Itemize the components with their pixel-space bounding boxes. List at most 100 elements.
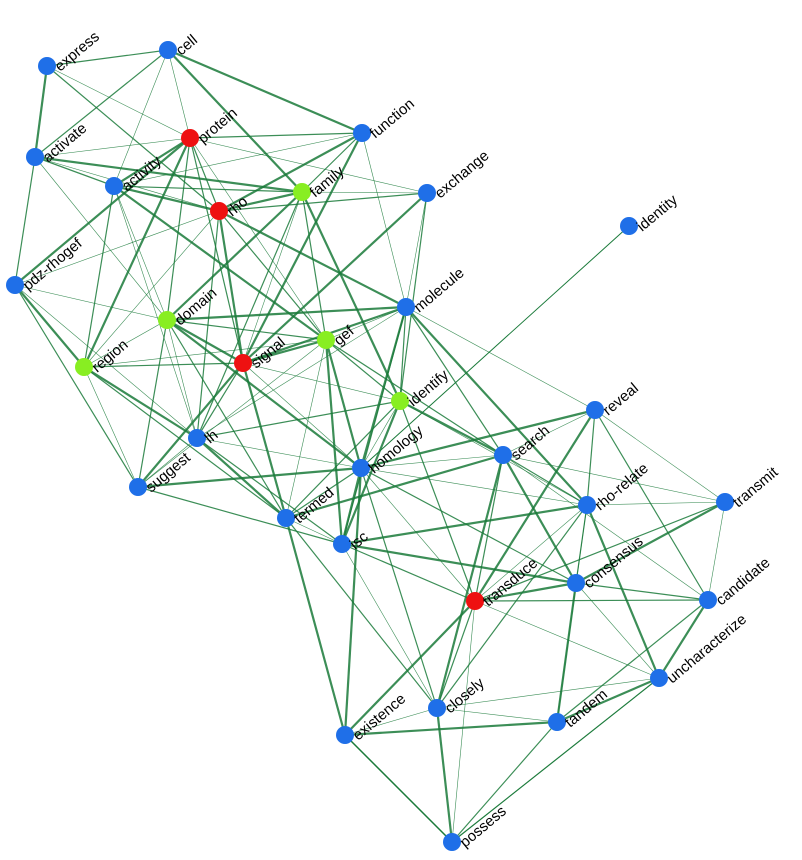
edge [285, 453, 504, 520]
edge [344, 600, 476, 736]
edge [502, 454, 588, 506]
edge [399, 192, 428, 402]
node-label: protein [195, 105, 241, 148]
node [105, 177, 123, 195]
edge [137, 339, 327, 488]
edge [137, 319, 168, 488]
edge [502, 409, 596, 456]
edge [435, 707, 454, 843]
edge [436, 677, 660, 709]
edge [324, 339, 344, 545]
edge [451, 677, 660, 843]
edge [196, 437, 287, 519]
edge [360, 467, 588, 506]
node [548, 713, 566, 731]
edge [344, 734, 453, 843]
edge [594, 409, 726, 503]
edge [285, 517, 343, 545]
edge [137, 437, 198, 488]
edge [14, 210, 220, 286]
edge [113, 49, 169, 187]
edge [166, 191, 303, 321]
node [336, 726, 354, 744]
edge [14, 284, 139, 488]
node-label: identify [405, 366, 453, 410]
edge [474, 600, 660, 679]
edge [113, 184, 220, 213]
edge [451, 600, 476, 843]
edge [167, 49, 191, 139]
edge [189, 137, 327, 341]
node [650, 669, 668, 687]
node [188, 429, 206, 447]
node [586, 401, 604, 419]
edge [341, 542, 577, 585]
edge [301, 132, 363, 193]
edge [361, 132, 407, 308]
node-label: reveal [600, 380, 642, 419]
edge [284, 517, 347, 736]
edge [217, 210, 245, 364]
node [567, 574, 585, 592]
edge [242, 362, 362, 469]
edge [83, 366, 198, 439]
node [6, 276, 24, 294]
edge [83, 137, 191, 368]
node [352, 459, 370, 477]
node [26, 148, 44, 166]
edge [34, 137, 191, 158]
edge [14, 284, 198, 439]
edge [301, 191, 428, 194]
node-label: tandem [562, 686, 611, 731]
edge [189, 137, 220, 212]
node-label: rho-relate [592, 460, 652, 514]
edge [113, 137, 191, 187]
edge [585, 504, 661, 679]
node [317, 331, 335, 349]
edges [14, 48, 726, 843]
edge [474, 581, 577, 603]
edge [83, 319, 168, 368]
node [466, 592, 484, 610]
edge [285, 400, 401, 519]
edge [360, 225, 630, 469]
edge [46, 65, 191, 139]
node [129, 478, 147, 496]
edge [113, 132, 363, 187]
node-label: pdz-rhogef [20, 234, 86, 294]
edge [189, 132, 363, 139]
edge [113, 185, 198, 439]
edge [14, 284, 168, 321]
node-label: exchange [432, 147, 493, 202]
edge [113, 185, 168, 321]
edge [14, 156, 36, 286]
edge [242, 338, 327, 365]
edge [344, 707, 438, 736]
edge [575, 582, 709, 601]
edge [474, 504, 588, 602]
edge [474, 501, 726, 602]
edge [46, 49, 169, 67]
edge [166, 137, 191, 321]
edge [137, 486, 343, 545]
edge [502, 454, 577, 584]
edge [196, 400, 401, 439]
edge [555, 582, 578, 723]
edge [360, 467, 577, 584]
edge [196, 437, 343, 545]
edge [83, 366, 139, 488]
node-label: identity [634, 191, 682, 235]
node-label: function [367, 95, 418, 142]
edge [341, 543, 438, 709]
edge [137, 466, 362, 489]
edge [399, 306, 407, 402]
edge [285, 339, 327, 519]
edge [405, 192, 428, 308]
edge [341, 503, 588, 546]
edge [166, 305, 407, 322]
node [158, 311, 176, 329]
edge [436, 707, 558, 723]
edge [360, 400, 401, 469]
edge [474, 454, 504, 602]
